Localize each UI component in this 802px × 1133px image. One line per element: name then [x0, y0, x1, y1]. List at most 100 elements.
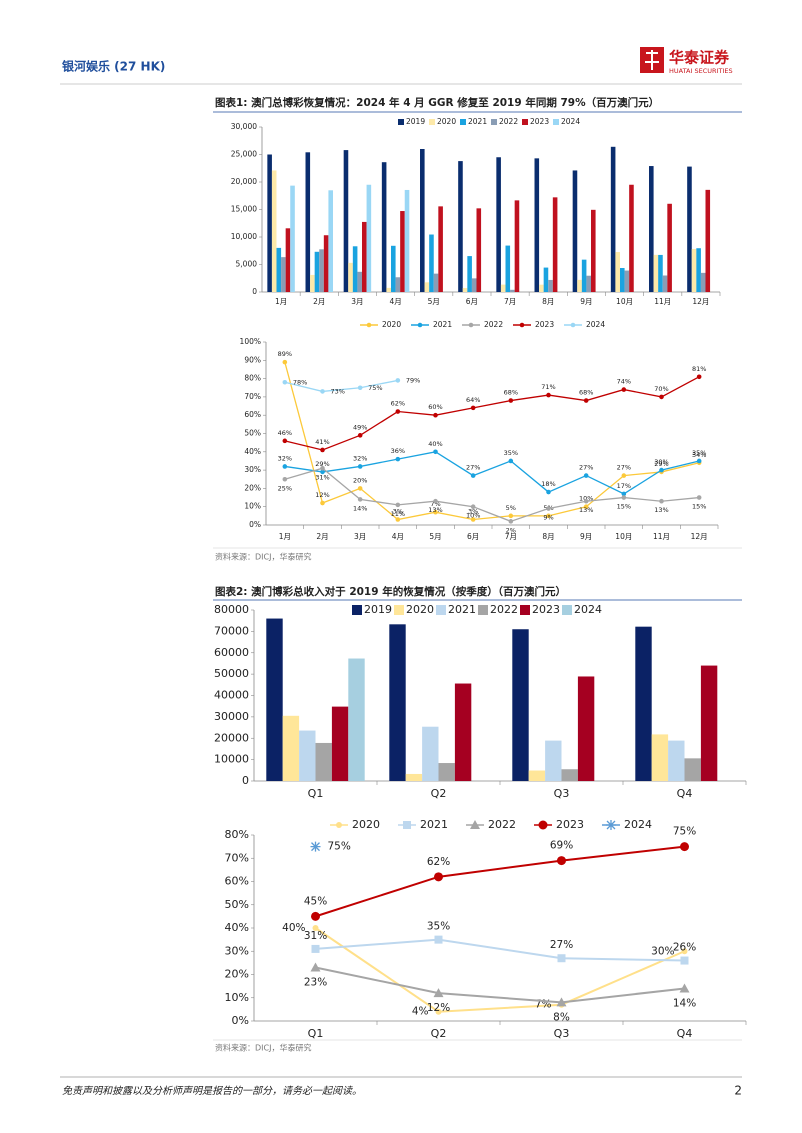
point	[659, 498, 664, 504]
data-label: 32%	[353, 454, 367, 462]
point	[310, 962, 321, 972]
bar	[290, 185, 295, 292]
bar	[319, 249, 324, 292]
legend-swatch	[522, 119, 528, 125]
bar	[361, 221, 367, 292]
point	[366, 322, 372, 328]
legend-label: 2019	[364, 603, 392, 616]
point	[434, 935, 443, 944]
data-label: 5%	[506, 504, 516, 512]
point	[433, 509, 438, 515]
legend-label: 2024	[574, 603, 602, 616]
y-tick-label: 25,000	[231, 150, 257, 159]
y-tick-label: 50%	[225, 898, 249, 911]
legend-swatch	[398, 119, 404, 125]
y-tick-label: 40000	[214, 689, 249, 702]
x-tick-label: 10月	[616, 297, 633, 306]
x-tick-label: 7月	[504, 297, 516, 306]
point	[583, 498, 589, 504]
data-label: 75%	[368, 384, 382, 392]
legend-swatch	[436, 605, 446, 615]
y-tick-label: 60%	[225, 875, 249, 888]
point	[320, 465, 325, 471]
y-tick-label: 20000	[214, 731, 249, 744]
data-label: 3%	[468, 508, 478, 516]
legend-label: 2024	[561, 117, 580, 126]
bar	[438, 763, 455, 781]
legend-label: 2020	[406, 603, 434, 616]
point	[312, 925, 319, 931]
bar	[323, 235, 329, 292]
data-label: 75%	[673, 826, 696, 838]
y-tick-label: 30%	[244, 465, 261, 474]
x-tick-label: 12月	[692, 297, 709, 306]
bar	[610, 146, 616, 292]
figure-title: 图表1: 澳门总博彩恢复情况：2024 年 4 月 GGR 修复至 2019 年…	[215, 96, 659, 109]
bar	[285, 228, 291, 292]
data-label: 27%	[617, 464, 631, 472]
data-label: 34%	[692, 451, 706, 459]
bar	[512, 629, 529, 781]
legend-label: 2024	[586, 320, 605, 329]
bar	[405, 773, 423, 781]
point	[282, 379, 288, 385]
bar	[552, 197, 558, 292]
data-label: 29%	[654, 460, 668, 468]
point	[470, 405, 476, 411]
y-tick-label: 10%	[244, 502, 261, 511]
bar	[662, 275, 668, 292]
point	[435, 1008, 442, 1015]
x-tick-label: 3月	[351, 297, 363, 306]
point	[659, 394, 664, 400]
y-tick-label: 10%	[225, 991, 249, 1004]
bar	[467, 256, 472, 292]
x-tick-label: 11月	[654, 297, 671, 306]
logo-glyph	[645, 50, 659, 70]
x-tick-label: 5月	[429, 532, 441, 541]
disclaimer: 免责声明和披露以及分析师声明是报告的一部分，请务必一起阅读。	[62, 1085, 362, 1097]
y-tick-label: 0%	[249, 520, 261, 529]
bar	[548, 279, 553, 292]
bar	[505, 245, 511, 292]
bar	[348, 262, 353, 292]
data-label: 75%	[328, 841, 351, 853]
y-tick-label: 100%	[240, 337, 261, 346]
x-tick-label: Q3	[554, 787, 570, 800]
bar	[476, 208, 482, 292]
x-tick-label: Q1	[308, 1027, 324, 1040]
data-label: 27%	[579, 464, 593, 472]
point	[320, 389, 325, 394]
point	[556, 997, 567, 1007]
legend-swatch	[491, 119, 497, 125]
data-label: 69%	[550, 840, 573, 852]
data-label: 10%	[579, 495, 593, 503]
bar	[534, 158, 540, 292]
x-tick-label: 1月	[275, 297, 287, 306]
point	[508, 458, 514, 464]
data-label: 81%	[692, 365, 706, 373]
point	[470, 820, 480, 829]
point	[357, 486, 363, 491]
line	[315, 845, 685, 918]
point	[583, 504, 589, 510]
bar	[700, 665, 718, 781]
x-tick-label: Q4	[677, 787, 693, 800]
data-label: 62%	[427, 856, 450, 868]
data-label: 64%	[466, 396, 480, 404]
point	[557, 954, 566, 963]
bar	[424, 282, 430, 292]
x-tick-label: 10月	[615, 532, 632, 541]
point	[320, 469, 325, 475]
bar	[314, 251, 320, 292]
y-tick-label: 10,000	[231, 232, 257, 241]
bar	[420, 149, 425, 292]
bar	[433, 273, 439, 292]
legend-label: 2023	[532, 603, 560, 616]
point	[508, 513, 514, 519]
legend-swatch	[520, 605, 530, 615]
y-tick-label: 80%	[244, 374, 261, 383]
bar	[624, 270, 630, 292]
point	[357, 464, 363, 469]
legend-label: 2023	[530, 117, 549, 126]
line	[284, 376, 700, 451]
